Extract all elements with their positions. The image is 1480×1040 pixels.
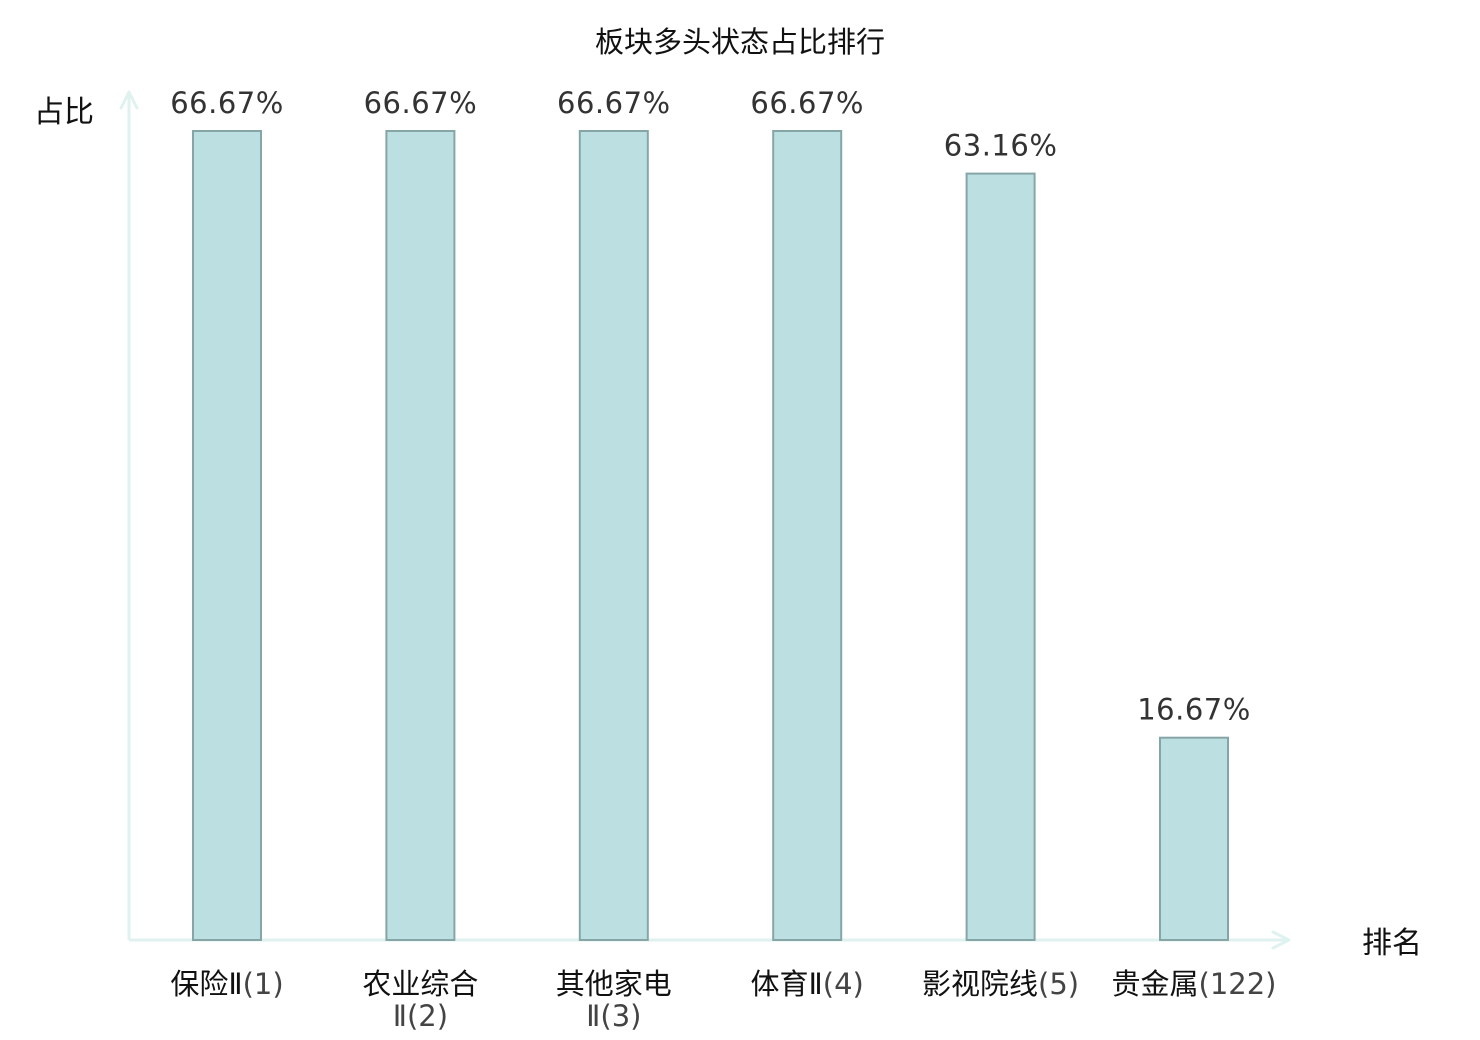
category-name-5: 影视院线 — [922, 967, 1038, 1001]
category-label-line2-2: Ⅱ(2) — [393, 999, 448, 1033]
bar-1 — [192, 130, 262, 941]
value-label-6: 16.67% — [1137, 693, 1251, 727]
category-rank-1: (1) — [243, 967, 284, 1001]
category-rank-5: (5) — [1038, 967, 1079, 1001]
category-name-line2-3: Ⅱ — [586, 999, 600, 1033]
bar-4 — [772, 130, 843, 941]
category-label-6: 贵金属(122) — [1112, 967, 1277, 1001]
category-label-4: 体育Ⅱ(4) — [751, 967, 864, 1001]
category-label-1: 保险Ⅱ(1) — [170, 967, 283, 1001]
category-rank-3: (3) — [600, 999, 641, 1033]
category-name-1: 保险Ⅱ — [170, 967, 242, 1001]
bar-6 — [1159, 736, 1229, 942]
category-name-2: 农业综合 — [362, 967, 478, 1001]
category-label-2: 农业综合 — [362, 967, 478, 1001]
value-label-4: 66.67% — [750, 86, 864, 120]
value-label-3: 66.67% — [557, 86, 671, 120]
x-axis-title: 排名 — [1362, 926, 1422, 961]
value-label-5: 63.16% — [944, 129, 1058, 163]
category-label-3: 其他家电 — [556, 967, 672, 1001]
category-rank-2: (2) — [407, 999, 448, 1033]
value-label-1: 66.67% — [170, 86, 284, 120]
category-name-6: 贵金属 — [1112, 967, 1199, 1001]
chart-title: 板块多头状态占比排行 — [595, 25, 885, 59]
bar-2 — [385, 130, 456, 941]
y-axis-title: 占比 — [34, 95, 94, 130]
category-name-line2-2: Ⅱ — [393, 999, 407, 1033]
category-name-3: 其他家电 — [556, 967, 672, 1001]
category-name-4: 体育Ⅱ — [751, 967, 823, 1001]
bar-5 — [965, 172, 1036, 942]
category-label-5: 影视院线(5) — [922, 967, 1079, 1001]
category-label-line2-3: Ⅱ(3) — [586, 999, 641, 1033]
bar-3 — [578, 130, 649, 941]
value-label-2: 66.67% — [364, 86, 478, 120]
value-labels-group: 66.67% 66.67% 66.67% 66.67% 63.16% 16.67% — [170, 86, 1251, 727]
category-rank-6: (122) — [1199, 967, 1277, 1001]
bars-group — [192, 130, 1229, 942]
category-rank-4: (4) — [823, 967, 864, 1001]
